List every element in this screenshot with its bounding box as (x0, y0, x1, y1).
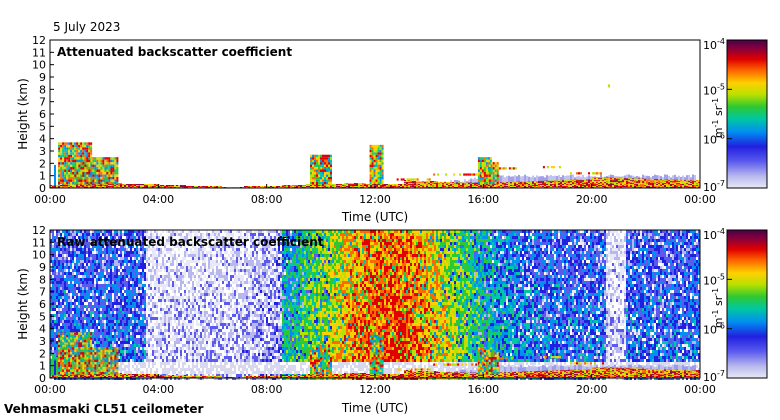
x-tick-label: 00:00 (34, 193, 66, 206)
x-axis-label: Time (UTC) (341, 210, 408, 224)
colorbar-tick-label: 10-7 (703, 369, 725, 384)
y-tick-label: 2 (39, 347, 46, 360)
x-tick-label: 04:00 (142, 193, 174, 206)
y-tick-label: 6 (39, 298, 46, 311)
y-tick-label: 3 (39, 145, 46, 158)
x-tick-label: 20:00 (576, 193, 608, 206)
y-tick-label: 8 (39, 273, 46, 286)
x-tick-label: 00:00 (684, 193, 716, 206)
y-axis-label: Height (km) (16, 268, 30, 339)
y-tick-label: 3 (39, 335, 46, 348)
y-tick-label: 8 (39, 83, 46, 96)
y-tick-label: 11 (32, 236, 46, 249)
colorbar-tick-label: 10-5 (703, 272, 725, 287)
colorbar-unit-label: m-1 sr-1 (711, 288, 725, 328)
y-tick-label: 11 (32, 46, 46, 59)
y-tick-label: 1 (39, 360, 46, 373)
colorbar-tick-label: 10-7 (703, 179, 725, 194)
isolated-echo (608, 84, 610, 87)
y-tick-label: 12 (32, 34, 46, 47)
x-axis-label: Time (UTC) (341, 401, 408, 415)
colorbar-tick-label: 10-5 (703, 82, 725, 97)
x-tick-label: 16:00 (467, 193, 499, 206)
y-tick-label: 6 (39, 108, 46, 121)
x-tick-label: 00:00 (34, 383, 66, 396)
y-tick-label: 5 (39, 310, 46, 323)
x-tick-label: 20:00 (576, 383, 608, 396)
y-tick-label: 12 (32, 224, 46, 237)
y-tick-label: 5 (39, 120, 46, 133)
colorbar-unit-label: m-1 sr-1 (711, 98, 725, 138)
y-tick-label: 9 (39, 261, 46, 274)
y-tick-label: 1 (39, 170, 46, 183)
colorbar-tick-label: 10-4 (703, 227, 725, 242)
x-tick-label: 16:00 (467, 383, 499, 396)
y-tick-label: 7 (39, 286, 46, 299)
colorbar (727, 40, 767, 188)
y-tick-label: 10 (32, 59, 46, 72)
chart-title: Raw attenuated backscatter coefficient (57, 235, 324, 249)
y-axis-label: Height (km) (16, 78, 30, 149)
colorbar-tick-label: 10-4 (703, 37, 725, 52)
y-tick-label: 2 (39, 157, 46, 170)
x-tick-label: 04:00 (142, 383, 174, 396)
x-tick-label: 00:00 (684, 383, 716, 396)
y-tick-label: 7 (39, 96, 46, 109)
y-tick-label: 4 (39, 323, 46, 336)
x-tick-label: 08:00 (251, 193, 283, 206)
chart-panel-2: Raw attenuated backscatter coefficient01… (16, 224, 767, 415)
y-tick-label: 4 (39, 133, 46, 146)
colorbar (727, 230, 767, 378)
x-tick-label: 12:00 (359, 383, 391, 396)
y-tick-label: 10 (32, 249, 46, 262)
backscatter-field (50, 230, 700, 380)
chart-panel-1: Attenuated backscatter coefficient012345… (16, 34, 767, 224)
x-tick-label: 12:00 (359, 193, 391, 206)
chart-title: Attenuated backscatter coefficient (57, 45, 292, 59)
x-tick-label: 08:00 (251, 383, 283, 396)
y-tick-label: 9 (39, 71, 46, 84)
